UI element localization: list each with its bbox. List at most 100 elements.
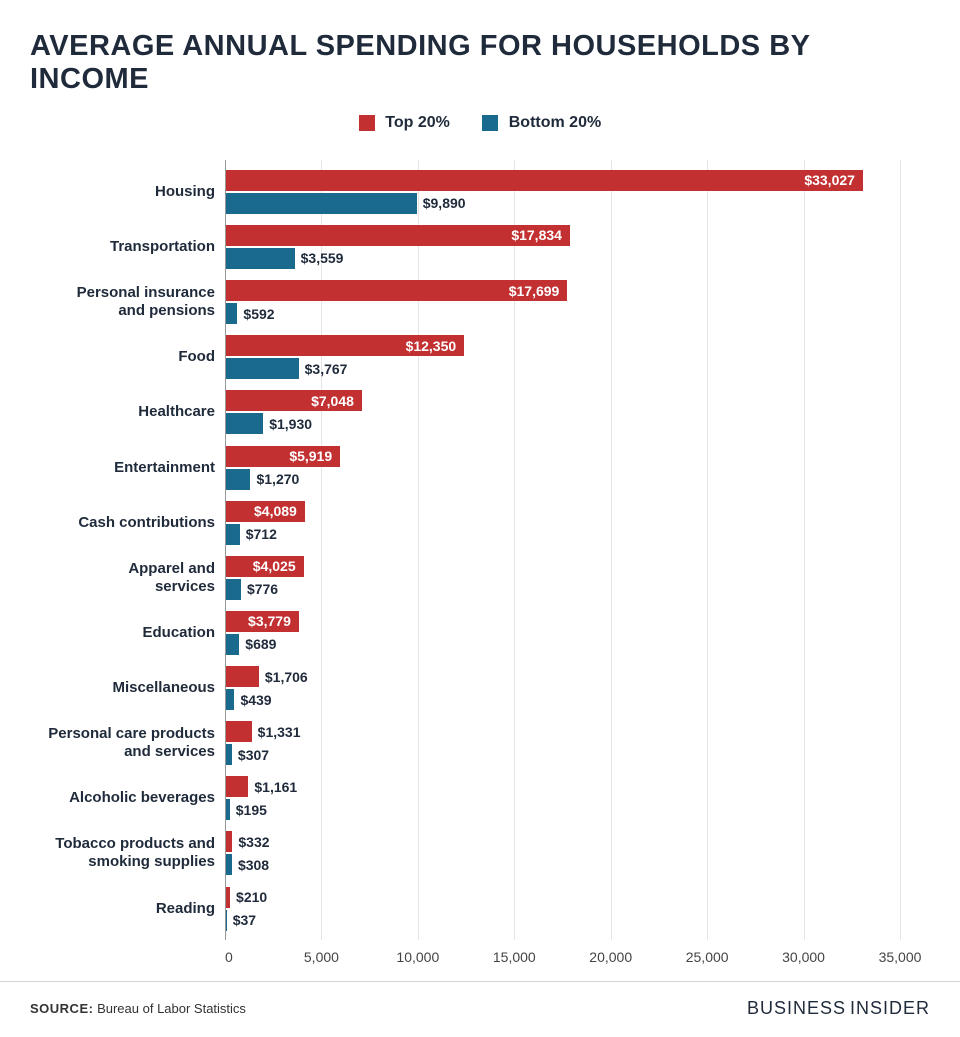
category-label: Entertainment (30, 459, 225, 477)
source-line: SOURCE: Bureau of Labor Statistics (30, 1001, 246, 1016)
category-row: Food$12,350$3,767 (225, 333, 900, 381)
bar-value-label: $1,331 (258, 724, 301, 740)
chart-title: AVERAGE ANNUAL SPENDING FOR HOUSEHOLDS B… (30, 30, 930, 96)
category-label: Tobacco products andsmoking supplies (30, 835, 225, 871)
category-label: Cash contributions (30, 514, 225, 532)
bar-bottom20: $195 (226, 799, 230, 820)
bar-value-label: $12,350 (406, 338, 457, 354)
x-tick-label: 35,000 (879, 949, 922, 965)
category-label: Reading (30, 900, 225, 918)
bar-bottom20: $37 (226, 910, 227, 931)
bar-bottom20: $1,930 (226, 413, 263, 434)
category-row: Tobacco products andsmoking supplies$332… (225, 829, 900, 877)
bar-top20: $17,699 (226, 280, 567, 301)
category-label: Transportation (30, 238, 225, 256)
category-label: Miscellaneous (30, 679, 225, 697)
brand-logo: BUSINESSINSIDER (747, 998, 930, 1019)
bar-value-label: $332 (238, 834, 269, 850)
legend-swatch-top (359, 115, 375, 131)
bar-top20: $332 (226, 831, 232, 852)
bar-bottom20: $9,890 (226, 193, 417, 214)
bar-value-label: $4,089 (254, 503, 297, 519)
bar-rows: Housing$33,027$9,890Transportation$17,83… (225, 160, 900, 940)
footer: SOURCE: Bureau of Labor Statistics BUSIN… (0, 981, 960, 1037)
category-row: Personal care productsand services$1,331… (225, 719, 900, 767)
category-label: Apparel andservices (30, 560, 225, 596)
category-label: Healthcare (30, 403, 225, 421)
x-tick-label: 30,000 (782, 949, 825, 965)
bar-top20: $4,025 (226, 556, 304, 577)
bar-value-label: $592 (243, 306, 274, 322)
bar-value-label: $3,779 (248, 613, 291, 629)
bar-bottom20: $3,767 (226, 358, 299, 379)
bar-top20: $3,779 (226, 611, 299, 632)
bar-bottom20: $776 (226, 579, 241, 600)
bar-value-label: $17,834 (511, 227, 562, 243)
bar-bottom20: $712 (226, 524, 240, 545)
bar-value-label: $210 (236, 889, 267, 905)
bar-value-label: $3,559 (301, 250, 344, 266)
x-tick-label: 5,000 (304, 949, 339, 965)
bar-top20: $4,089 (226, 501, 305, 522)
bar-bottom20: $308 (226, 854, 232, 875)
bar-value-label: $776 (247, 581, 278, 597)
bar-value-label: $195 (236, 802, 267, 818)
bar-value-label: $307 (238, 747, 269, 763)
bar-top20: $12,350 (226, 335, 464, 356)
category-label: Personal insuranceand pensions (30, 284, 225, 320)
bar-top20: $1,706 (226, 666, 259, 687)
bar-value-label: $308 (238, 857, 269, 873)
bar-top20: $17,834 (226, 225, 570, 246)
x-tick-label: 20,000 (589, 949, 632, 965)
category-row: Alcoholic beverages$1,161$195 (225, 774, 900, 822)
bar-value-label: $33,027 (804, 172, 855, 188)
bar-bottom20: $439 (226, 689, 234, 710)
bar-value-label: $1,706 (265, 669, 308, 685)
bar-top20: $1,161 (226, 776, 248, 797)
x-tick-label: 0 (225, 949, 233, 965)
bar-top20: $33,027 (226, 170, 863, 191)
category-row: Personal insuranceand pensions$17,699$59… (225, 278, 900, 326)
bar-value-label: $5,919 (289, 448, 332, 464)
bar-top20: $1,331 (226, 721, 252, 742)
legend-item-top: Top 20% (359, 114, 450, 132)
category-label: Personal care productsand services (30, 725, 225, 761)
category-row: Education$3,779$689 (225, 609, 900, 657)
gridline (900, 160, 901, 940)
chart-area: Housing$33,027$9,890Transportation$17,83… (225, 160, 900, 975)
category-row: Transportation$17,834$3,559 (225, 223, 900, 271)
bar-value-label: $3,767 (305, 361, 348, 377)
bar-top20: $5,919 (226, 446, 340, 467)
category-label: Education (30, 624, 225, 642)
category-row: Reading$210$37 (225, 885, 900, 933)
x-tick-label: 25,000 (686, 949, 729, 965)
bar-top20: $210 (226, 887, 230, 908)
bar-value-label: $1,270 (256, 471, 299, 487)
legend-item-bottom: Bottom 20% (482, 114, 601, 132)
bar-bottom20: $689 (226, 634, 239, 655)
bar-value-label: $9,890 (423, 195, 466, 211)
x-tick-label: 15,000 (493, 949, 536, 965)
x-tick-label: 10,000 (396, 949, 439, 965)
bar-value-label: $439 (240, 692, 271, 708)
legend-label-top: Top 20% (385, 114, 450, 131)
category-row: Miscellaneous$1,706$439 (225, 664, 900, 712)
category-row: Entertainment$5,919$1,270 (225, 444, 900, 492)
legend-label-bottom: Bottom 20% (509, 114, 601, 131)
bar-top20: $7,048 (226, 390, 362, 411)
legend-swatch-bottom (482, 115, 498, 131)
bar-value-label: $4,025 (253, 558, 296, 574)
category-label: Housing (30, 183, 225, 201)
bar-bottom20: $307 (226, 744, 232, 765)
bar-value-label: $1,161 (254, 779, 297, 795)
category-row: Healthcare$7,048$1,930 (225, 388, 900, 436)
bar-value-label: $7,048 (311, 393, 354, 409)
bar-value-label: $17,699 (509, 283, 560, 299)
category-label: Alcoholic beverages (30, 789, 225, 807)
bar-value-label: $37 (233, 912, 256, 928)
bar-value-label: $712 (246, 526, 277, 542)
category-row: Housing$33,027$9,890 (225, 168, 900, 216)
bar-value-label: $689 (245, 636, 276, 652)
category-row: Apparel andservices$4,025$776 (225, 554, 900, 602)
category-row: Cash contributions$4,089$712 (225, 499, 900, 547)
